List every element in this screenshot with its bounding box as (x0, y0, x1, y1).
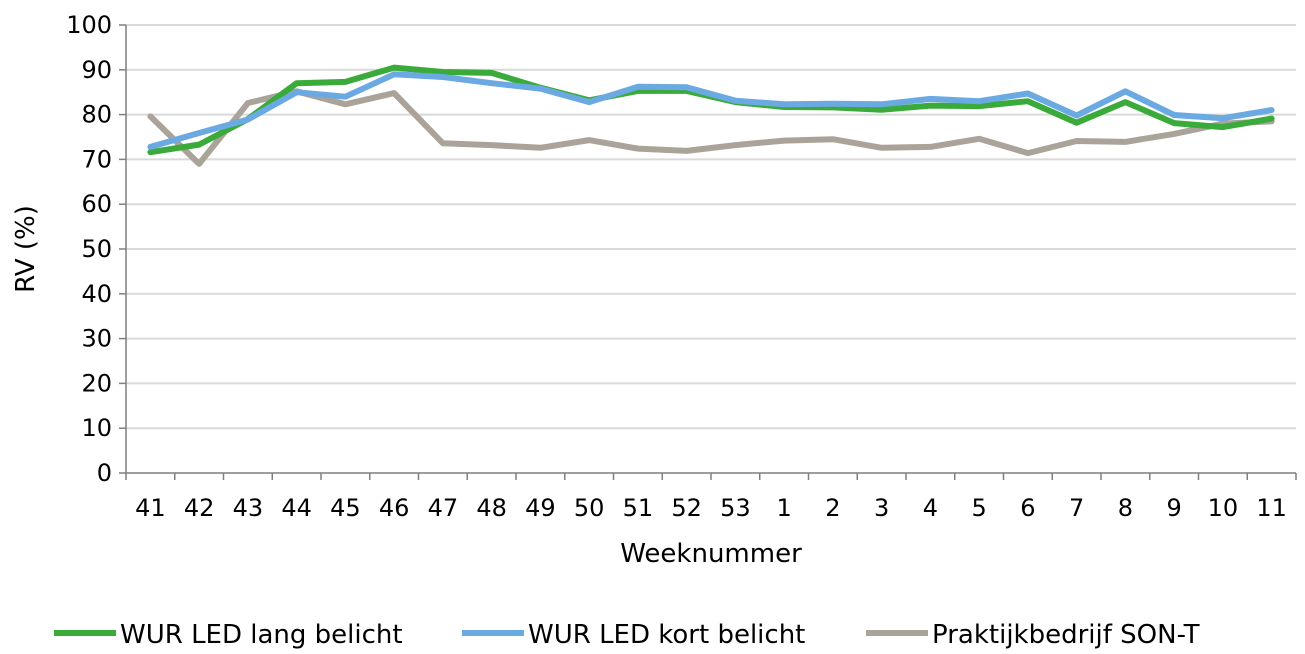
x-tick-label: 1 (776, 494, 791, 522)
y-tick-label: 10 (81, 414, 112, 442)
legend-label: Praktijkbedrijf SON-T (932, 620, 1200, 650)
y-tick-label: 70 (81, 145, 112, 173)
y-tick-label: 30 (81, 325, 112, 353)
legend-label: WUR LED kort belicht (528, 620, 805, 650)
legend: WUR LED lang belicht WUR LED kort belicht… (54, 620, 1200, 650)
x-tick-label: 4 (923, 494, 938, 522)
x-tick-label: 47 (428, 494, 459, 522)
x-tick-label: 9 (1166, 494, 1181, 522)
x-tick-label: 6 (1020, 494, 1035, 522)
x-tick-label: 11 (1256, 494, 1287, 522)
x-tick-label: 41 (135, 494, 166, 522)
y-tick-label: 60 (81, 190, 112, 218)
x-axis-ticks: 41 42 43 44 45 46 47 48 49 50 51 52 53 1 2 3 4 5 6 7 8 9 10 11 (125, 473, 1297, 522)
y-tick-label: 40 (81, 280, 112, 308)
y-tick-label: 50 (81, 235, 112, 263)
x-tick-label: 51 (623, 494, 654, 522)
y-tick-label: 0 (97, 459, 112, 487)
series-line-2 (147, 71, 1275, 150)
series-line-3 (147, 88, 1275, 167)
x-tick-label: 46 (379, 494, 410, 522)
x-tick-label: 49 (525, 494, 556, 522)
x-tick-label: 10 (1208, 494, 1239, 522)
x-tick-label: 2 (825, 494, 840, 522)
x-tick-label: 3 (874, 494, 889, 522)
x-tick-label: 45 (330, 494, 361, 522)
y-tick-label: 90 (81, 56, 112, 84)
x-tick-label: 8 (1118, 494, 1133, 522)
y-tick-label: 20 (81, 369, 112, 397)
x-tick-label: 7 (1069, 494, 1084, 522)
series-lines (147, 64, 1275, 167)
x-tick-label: 53 (720, 494, 751, 522)
x-tick-label: 52 (671, 494, 702, 522)
x-tick-label: 48 (476, 494, 507, 522)
x-tick-label: 43 (233, 494, 264, 522)
x-tick-label: 50 (574, 494, 605, 522)
y-tick-label: 100 (66, 11, 112, 39)
y-axis-ticks: 0 10 20 30 40 50 60 70 80 90 100 (66, 11, 126, 487)
gridlines (126, 24, 1296, 430)
x-axis-title: Weeknummer (620, 539, 802, 569)
x-tick-label: 44 (281, 494, 312, 522)
y-axis-title: RV (%) (11, 205, 41, 293)
x-tick-label: 42 (184, 494, 215, 522)
y-tick-label: 80 (81, 101, 112, 129)
legend-label: WUR LED lang belicht (120, 620, 403, 650)
x-tick-label: 5 (971, 494, 986, 522)
